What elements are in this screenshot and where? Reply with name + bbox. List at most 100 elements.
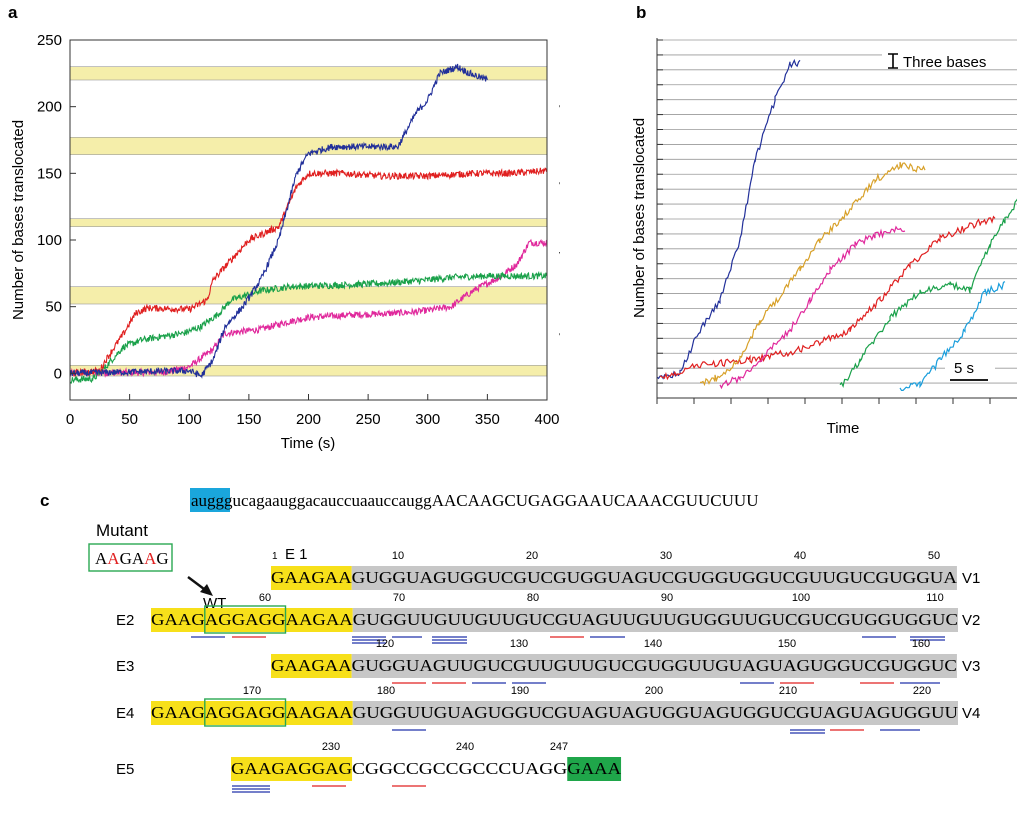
exon-label-E3: E3	[116, 658, 134, 675]
position-number: 70	[393, 592, 405, 604]
mutant-base: A	[107, 549, 120, 568]
panel-b-chart: b Three bases 5 s Time Number of bases t…	[631, 3, 1017, 437]
mutant-sequence: AAGAAG	[95, 549, 169, 568]
intron-V2-sequence: GUGGUUGUUGUUGUCGUAGUUGUUGUGGUUGUCGUCGUGG…	[353, 610, 958, 629]
mutant-base: A	[132, 549, 145, 568]
y-tick-label: 50	[45, 299, 62, 316]
panel-a-bands: E1 E2 E3 E4 E5 V1 V2 V3 V4	[69, 66, 560, 381]
leader-uppercase: AACAAGCUGAGGAAUCAAACGUUCUUU	[432, 491, 759, 510]
panel-a-label: a	[8, 3, 18, 22]
panel-b-label: b	[636, 3, 646, 22]
position-number: 10	[392, 550, 404, 562]
exon-E3-sequence-highlight	[271, 654, 352, 678]
panel-a-axes: 0 50 100 150 200 250 300 350 400 0 50 100 150 200 250	[37, 32, 560, 428]
x-tick-label: 150	[236, 411, 261, 428]
y-tick-label: 150	[37, 165, 62, 182]
panel-b-ticks	[656, 39, 991, 404]
trace-pink	[69, 238, 548, 378]
position-number: 40	[794, 550, 806, 562]
x-tick-label: 100	[177, 411, 202, 428]
wt-box-E4	[204, 698, 287, 727]
intron-V2-sequence-highlight	[352, 608, 958, 632]
intron-V1-sequence: GUGGUAGUGGUCGUCGUGGUAGUCGUGGUGGUCGUUGUCG…	[352, 568, 957, 587]
intron-label-V3: V3	[962, 658, 980, 675]
exon-E5-sequence: GAAGAGGAG	[231, 759, 352, 778]
position-number: 110	[926, 592, 944, 604]
intron-V4-sequence: GUGGUUGUAGUGGUCGUAGUAGUGGUAGUGGUCGUAGUAG…	[353, 703, 958, 722]
intron-label-V4: V4	[962, 705, 980, 722]
position-number: 220	[913, 685, 931, 697]
trace-red	[659, 215, 996, 381]
panel-a-traces	[69, 63, 548, 384]
panel-b-scale-bar-y	[888, 53, 898, 69]
position-number: 160	[912, 638, 930, 650]
trace-blue	[69, 63, 488, 379]
y-tick-label: 200	[37, 99, 62, 116]
exon-label-E2: E2	[116, 612, 134, 629]
panel-b-ylabel: Number of bases translocated	[631, 118, 648, 318]
intron-label-V1: V1	[962, 570, 980, 587]
interval-label-V4: V4	[559, 102, 560, 119]
stop-highlight	[567, 757, 622, 781]
band-label-E3: E3	[559, 216, 560, 233]
position-number: 230	[322, 741, 340, 753]
position-number: 20	[526, 550, 538, 562]
x-tick-label: 250	[356, 411, 381, 428]
position-number: 60	[259, 592, 271, 604]
position-number: 240	[456, 741, 474, 753]
trace-gold	[700, 161, 926, 387]
band-label-E2: E2	[559, 288, 560, 305]
position-number: 140	[644, 638, 662, 650]
band-label-E4: E4	[559, 139, 560, 156]
band-label-E1: E1	[559, 364, 560, 381]
intron-V1-sequence-highlight	[351, 566, 957, 590]
trace-pink	[719, 225, 906, 390]
position-number: 90	[661, 592, 673, 604]
exon-E4-sequence: GAAGAGGAGGAAGAA	[151, 703, 353, 722]
panel-b-scale-x-label: 5 s	[954, 360, 974, 377]
trace-green	[69, 270, 548, 384]
position-number: 80	[527, 592, 539, 604]
mutant-base: G	[120, 549, 132, 568]
mutant-base: A	[144, 549, 157, 568]
wt-box	[204, 605, 287, 634]
position-number: 190	[511, 685, 529, 697]
interval-label-V1: V1	[559, 330, 560, 347]
exon-E4-sequence-highlight	[151, 701, 353, 725]
panel-b-xlabel: Time	[827, 420, 860, 437]
x-tick-label: 200	[296, 411, 321, 428]
mutant-box	[88, 543, 173, 572]
exon-label-E1: E 1	[285, 546, 308, 563]
x-tick-label: 400	[534, 411, 559, 428]
exon-E1-sequence: GAAGAA	[271, 568, 352, 587]
y-tick-label: 250	[37, 32, 62, 49]
exon-label-E5: E5	[116, 761, 134, 778]
intron-V3-sequence-highlight	[351, 654, 957, 678]
interval-label-V3: V3	[559, 180, 560, 197]
mutant-label: Mutant	[96, 521, 148, 540]
panel-a-xlabel: Time (s)	[281, 435, 335, 452]
panel-a-ylabel: Number of bases translocated	[10, 120, 27, 320]
x-tick-label: 0	[66, 411, 74, 428]
leader-lowercase: ggucagaauggacauccuaauccaugg	[216, 491, 433, 510]
stop-sequence: GAAA	[567, 759, 621, 778]
svg-text:augggucagaauggacauccuaauccaugg: augggucagaauggacauccuaauccauggAACAAGCUGA…	[191, 491, 758, 510]
start-codon-highlight	[190, 488, 230, 512]
exon-label-E4: E4	[116, 705, 134, 722]
intron-label-V2: V2	[962, 612, 980, 629]
position-number: 200	[645, 685, 663, 697]
exon-E2-sequence: GAAGAGGAGGAAGAA	[151, 610, 353, 629]
start-codon: aug	[191, 491, 216, 510]
panel-a-chart: a E1 E2 E3 E4 E5 V1 V2 V3 V4 0 50 100 150 200 250 300 3…	[8, 3, 560, 452]
band-E3	[69, 218, 548, 227]
trace-red	[69, 167, 548, 378]
mutant-base: A	[95, 549, 108, 568]
position-number: 50	[928, 550, 940, 562]
wt-label: WT	[203, 595, 226, 612]
mutant-arrowhead-icon	[200, 584, 213, 596]
x-tick-label: 350	[475, 411, 500, 428]
position-number: 100	[792, 592, 810, 604]
mutant-base: G	[156, 549, 168, 568]
exon-E1-sequence-highlight	[271, 566, 352, 590]
